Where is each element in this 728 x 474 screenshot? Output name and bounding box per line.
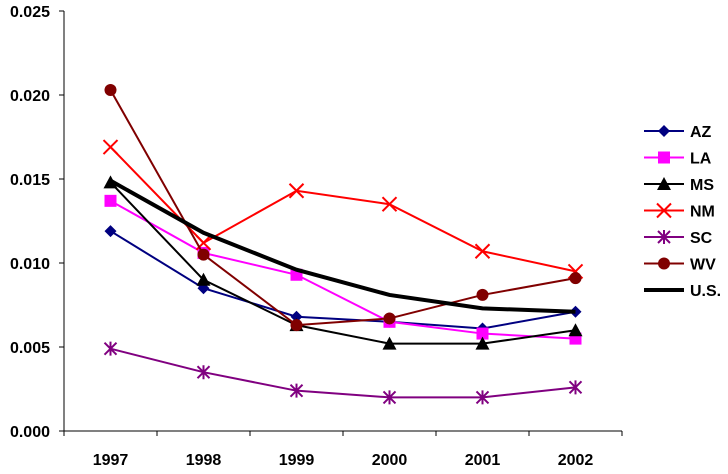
x-marker [474,243,491,259]
y-tick-label: 0.025 [10,4,50,21]
legend-item: NM [644,202,715,221]
legend-label: MS [690,177,714,194]
star-marker [568,380,583,395]
x-tick-label: 2002 [558,452,594,469]
legend-label: AZ [690,124,712,141]
series-az [104,225,582,335]
series-line [109,146,576,273]
square-marker [658,151,670,164]
y-tick-label: 0.005 [10,340,50,357]
series-nm [102,139,584,280]
x-marker [656,202,672,219]
triangle-marker [475,336,490,350]
diamond-marker [290,310,303,323]
legend-item: LA [644,151,712,168]
legend-label: NM [690,204,715,221]
legend-label: LA [690,151,712,168]
star-marker [657,230,671,244]
legend-item: AZ [644,124,712,141]
triangle-marker [196,272,211,286]
legend-item: U.S. [644,283,721,300]
circle-marker [383,312,396,325]
circle-marker [569,272,582,285]
star-marker [289,383,304,398]
x-tick-label: 1999 [279,452,315,469]
y-tick-label: 0.010 [10,256,50,273]
star-marker [475,390,490,405]
series-line [109,181,576,345]
circle-marker [197,248,210,261]
series-line [109,230,576,330]
triangle-marker [657,177,671,190]
legend-label: SC [690,230,713,247]
diamond-marker [104,225,117,238]
series-line [109,178,576,314]
circle-marker [476,288,489,301]
x-marker [381,196,398,212]
legend-item: MS [644,177,714,194]
star-marker [196,365,211,380]
legend-item: WV [644,257,716,274]
x-tick-label: 1997 [93,452,129,469]
series-line [109,89,576,327]
series-us [109,178,576,314]
x-marker [288,183,305,199]
y-tick-label: 0.015 [10,172,50,189]
circle-marker [104,83,117,96]
star-marker [382,390,397,405]
circle-marker [290,319,303,332]
square-marker [104,194,117,207]
y-tick-label: 0.020 [10,88,50,105]
x-tick-label: 2000 [372,452,408,469]
circle-marker [658,257,670,270]
triangle-marker [568,323,583,337]
series-line [110,347,576,399]
series-wv [104,83,582,332]
x-marker [102,139,119,155]
square-marker [476,327,489,340]
legend-item: SC [644,230,713,247]
diamond-marker [658,125,670,137]
triangle-marker [382,336,397,350]
star-marker [103,341,118,356]
x-tick-label: 1998 [186,452,222,469]
series-sc [103,341,583,405]
legend-label: WV [690,257,716,274]
legend-label: U.S. [690,283,721,300]
series-line [110,199,576,340]
y-tick-label: 0.000 [10,424,50,441]
x-tick-label: 2001 [465,452,501,469]
